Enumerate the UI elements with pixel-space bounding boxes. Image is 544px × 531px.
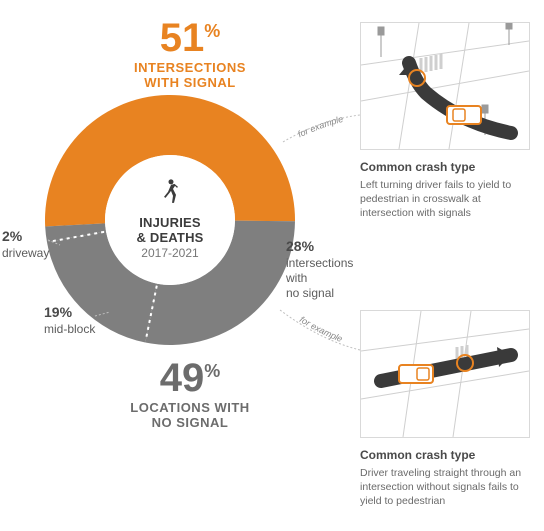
donut-center-label: INJURIES& DEATHS 2017-2021 xyxy=(110,179,230,261)
headline-signal-percent: 51% xyxy=(90,18,290,58)
left-turn-crash-illustration xyxy=(360,22,530,150)
headline-no-signal: 49% LOCATIONS WITH NO SIGNAL xyxy=(80,358,300,430)
example-panel-no-signal: Common crash type Driver traveling strai… xyxy=(360,310,530,509)
label-no-signal-intersection: 28%intersections with no signal xyxy=(286,238,376,301)
svg-text:for example: for example xyxy=(298,314,344,344)
panel-heading: Common crash type xyxy=(360,160,530,174)
headline-signal: 51% INTERSECTIONS WITH SIGNAL xyxy=(90,18,290,90)
straight-through-crash-illustration xyxy=(360,310,530,438)
headline-no-signal-text: LOCATIONS WITH NO SIGNAL xyxy=(80,400,300,430)
panel-heading: Common crash type xyxy=(360,448,530,462)
svg-text:for example: for example xyxy=(296,114,344,140)
headline-no-signal-percent: 49% xyxy=(80,358,300,398)
panel-desc: Driver traveling straight through an int… xyxy=(360,466,530,509)
panel-desc: Left turning driver fails to yield to pe… xyxy=(360,178,530,221)
example-panel-signal: Common crash type Left turning driver fa… xyxy=(360,22,530,221)
headline-signal-text: INTERSECTIONS WITH SIGNAL xyxy=(90,60,290,90)
label-midblock: 19%mid-block xyxy=(44,304,124,337)
label-driveway: 2%driveway xyxy=(2,228,62,261)
pedestrian-icon xyxy=(110,179,230,212)
